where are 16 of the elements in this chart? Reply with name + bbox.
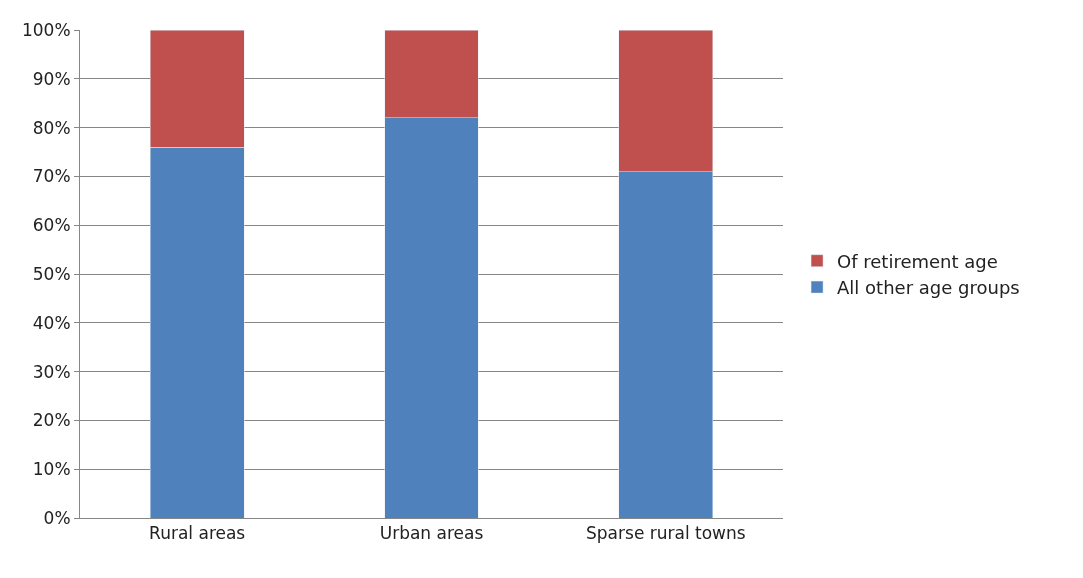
legend-label: Of retirement age [837,250,998,272]
y-tick-label: 10% [32,459,71,480]
y-tick-label: 100% [21,19,71,40]
y-tick-label: 50% [32,263,71,284]
x-tick-label: Sparse rural towns [586,523,746,544]
y-tick-label: 20% [32,410,71,431]
y-tick-label: 30% [32,361,71,382]
y-tick-label: 0% [43,507,71,528]
y-tick-label: 70% [32,166,71,187]
y-tick-label: 80% [32,117,71,138]
y-tick-label: 40% [32,312,71,333]
y-tick-label: 90% [32,68,71,89]
legend-label: All other age groups [837,277,1020,299]
x-tick-label: Urban areas [379,523,484,544]
x-tick-label: Rural areas [149,523,246,544]
y-tick-label: 60% [32,215,71,236]
